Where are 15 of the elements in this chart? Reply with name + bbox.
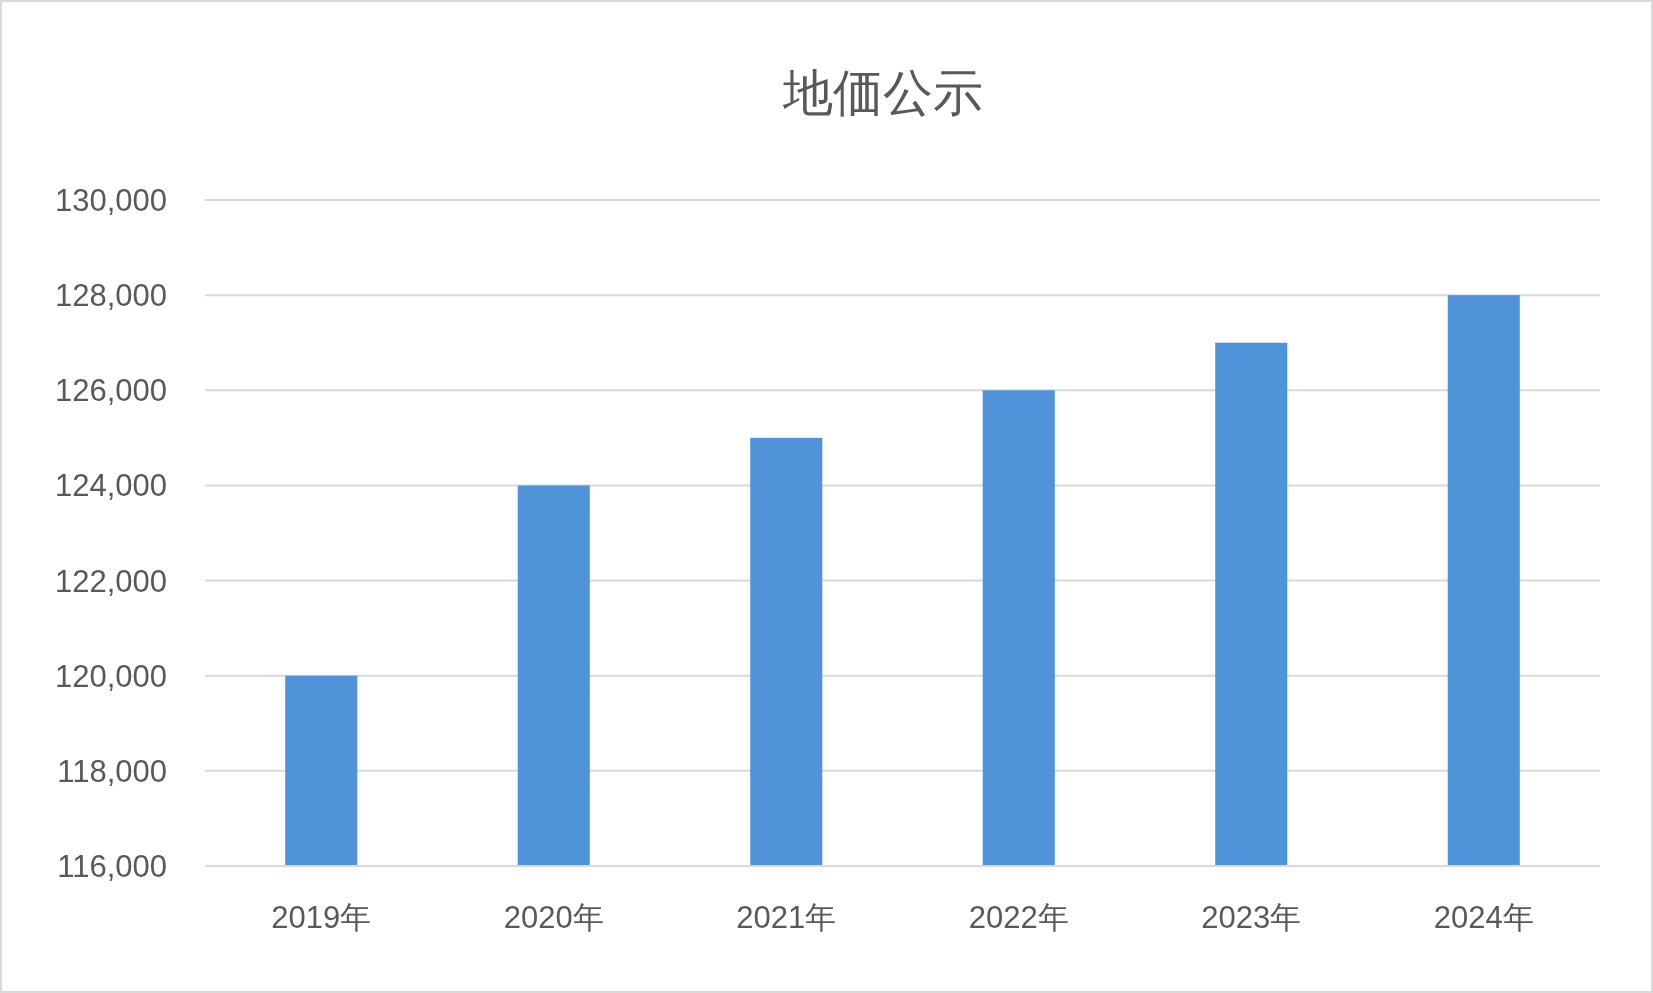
x-tick-label: 2022年 <box>968 900 1069 935</box>
x-tick-label: 2019年 <box>271 900 372 935</box>
y-tick-label: 124,000 <box>54 468 167 504</box>
y-tick-label: 128,000 <box>54 278 167 314</box>
y-tick-label: 130,000 <box>54 183 167 218</box>
y-tick-label: 122,000 <box>54 563 167 599</box>
title: 地価公示 <box>782 65 983 121</box>
y-tick-label: 116,000 <box>57 849 167 884</box>
y-tick-label: 118,000 <box>57 753 167 789</box>
y-tick-label: 120,000 <box>54 658 167 694</box>
x-tick-label: 2020年 <box>503 900 604 935</box>
x-tick-label: 2024年 <box>1433 900 1534 935</box>
x-tick-label: 2021年 <box>736 900 837 935</box>
x-tick-label: 2023年 <box>1201 900 1302 935</box>
y-tick-label: 126,000 <box>54 373 167 409</box>
